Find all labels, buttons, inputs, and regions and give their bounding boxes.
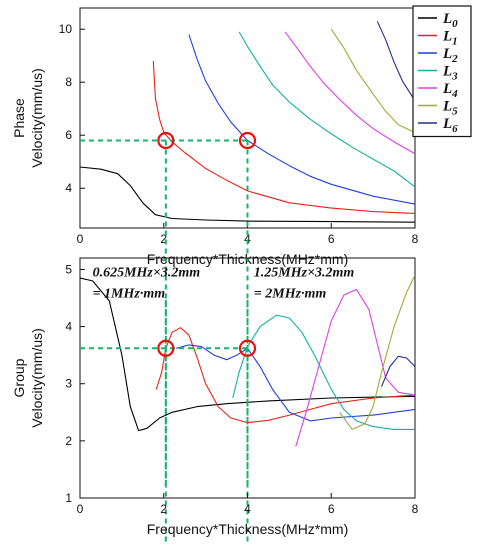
group-annotation-1-line-2: = 1MHz·mm	[93, 286, 166, 301]
group-annotation-2-line-2: = 2MHz·mm	[254, 286, 327, 301]
group-x-tick-label: 6	[328, 502, 335, 516]
legend-label-L4: L4	[442, 81, 458, 100]
group-velocity-panel: 0 2 4 6 8 1 2 3 4 5 Frequency*Thickness(MHz*mm) Gro…	[11, 257, 419, 537]
group-series-L2	[176, 344, 415, 422]
group-x-axis-title: Frequency*Thickness(MHz*mm)	[147, 521, 348, 537]
phase-x-tick-label: 8	[412, 232, 419, 246]
legend-label-L1: L1	[442, 29, 458, 48]
phase-velocity-panel: 0246846810Frequency*Thickness(MHz*mm)Pha…	[11, 7, 419, 545]
legend-label-L5: L5	[442, 99, 458, 118]
phase-y-tick-label: 10	[59, 22, 73, 36]
group-x-tick-label: 0	[77, 502, 84, 516]
group-series-L4	[295, 288, 415, 447]
group-y-tick-label: 3	[65, 377, 72, 391]
phase-y-axis-title-line1: Phase	[11, 98, 27, 138]
phase-series-L5	[330, 28, 415, 134]
legend-label-L2: L2	[442, 46, 458, 65]
group-x-tick-label: 4	[244, 502, 251, 516]
group-x-tick-label: 2	[160, 502, 167, 516]
group-series-L3	[232, 314, 415, 430]
legend-label-L0: L0	[442, 11, 458, 30]
phase-marker-circle-1	[157, 131, 175, 150]
phase-series-L1	[152, 60, 415, 214]
group-y-tick-label: 5	[65, 262, 72, 276]
legend-label-L6: L6	[442, 116, 458, 135]
group-y-tick-label: 2	[65, 434, 72, 448]
phase-series-L4	[284, 31, 415, 155]
phase-y-tick-label: 6	[65, 128, 72, 142]
group-annotation-1-line-1: 0.625MHz×3.2mm	[93, 265, 201, 280]
phase-y-tick-label: 8	[65, 75, 72, 89]
group-marker-circle-1	[157, 339, 175, 357]
phase-x-tick-label: 4	[244, 232, 251, 246]
phase-y-tick-label: 4	[65, 181, 72, 195]
group-series-L5	[339, 274, 415, 430]
group-y-axis-title-line2: Velocity(mm/us)	[29, 328, 45, 428]
group-annotation-2-line-1: 1.25MHz×3.2mm	[254, 265, 355, 280]
group-marker-circle-2	[238, 339, 257, 357]
phase-x-tick-label: 6	[328, 232, 335, 246]
phase-series-L3	[238, 31, 415, 188]
phase-x-tick-label: 2	[160, 232, 167, 246]
phase-series-L0	[80, 166, 415, 223]
group-series-L6	[380, 355, 415, 387]
group-y-axis-title-line1: Group	[11, 358, 27, 397]
phase-series-L6	[376, 21, 415, 102]
legend-label-L3: L3	[442, 64, 458, 83]
group-x-tick-label: 8	[412, 502, 419, 516]
phase-series-L2	[188, 34, 415, 205]
phase-marker-circle-2	[238, 131, 257, 150]
group-y-tick-label: 1	[65, 491, 72, 505]
phase-y-axis-title-line2: Velocity(mm/us)	[29, 68, 45, 168]
group-series-L0	[80, 277, 415, 432]
group-series-L1	[155, 327, 415, 424]
phase-x-tick-label: 0	[77, 232, 84, 246]
group-y-tick-label: 4	[65, 320, 72, 334]
